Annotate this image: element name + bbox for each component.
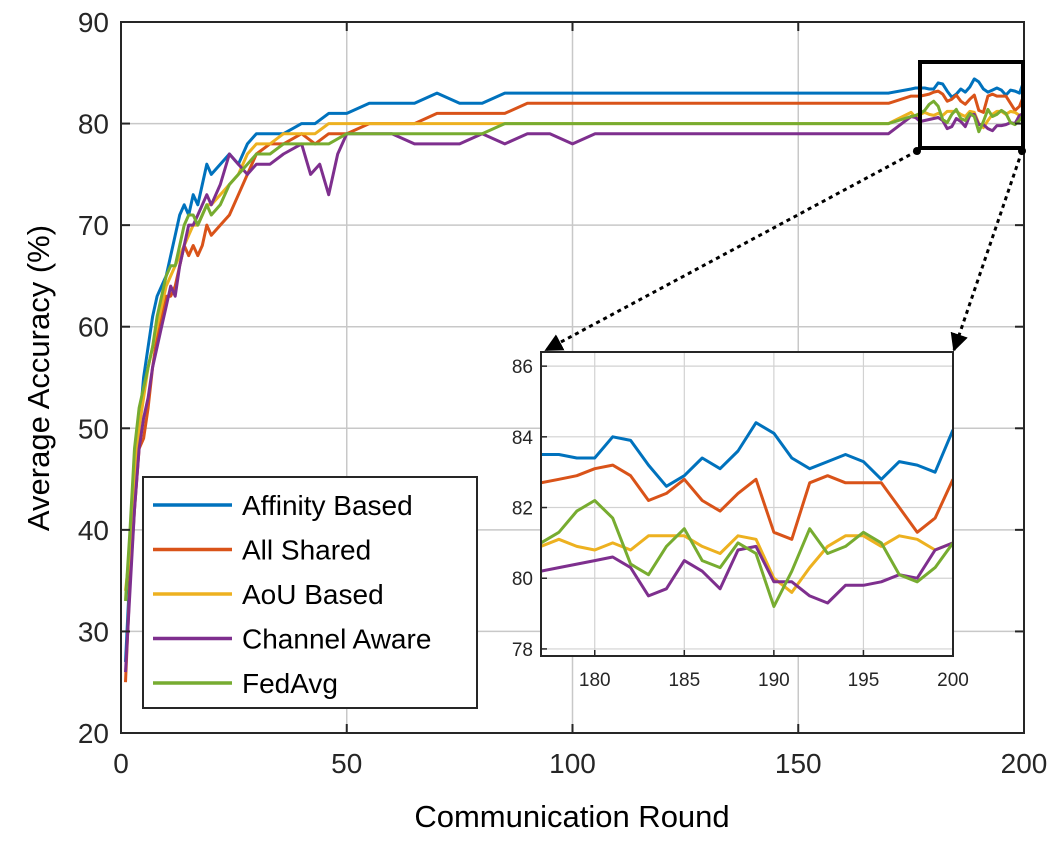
main-series: [124, 77, 1024, 683]
x-tick-label: 0: [113, 748, 129, 779]
x-tick-label: 200: [1001, 748, 1048, 779]
legend-label-affinity-based: Affinity Based: [242, 490, 413, 521]
legend-label-aou-based: AoU Based: [242, 579, 384, 610]
zoom-connector-left: [544, 149, 918, 352]
legend-label-all-shared: All Shared: [242, 535, 371, 566]
y-axis-label: Average Accuracy (%): [21, 225, 56, 531]
inset-x-tick-label: 190: [758, 670, 790, 691]
legend-label-channel-aware: Channel Aware: [242, 624, 431, 655]
inset-y-tick-label: 78: [512, 640, 533, 661]
x-tick-label: 100: [549, 748, 596, 779]
legend: Affinity Based All Shared AoU Based Channel…: [142, 476, 478, 709]
y-tick-label: 30: [78, 616, 109, 647]
zoom-connector-right: [950, 150, 1024, 352]
series-line-fedavg: [124, 99, 1024, 602]
legend-box: [142, 476, 478, 709]
inset-y-tick-label: 80: [512, 569, 533, 590]
main-ticks: 0 50 100 150 200 20 30 40 50 60 70 80 90: [78, 7, 1048, 779]
inset-series-line-aou-based: [541, 534, 953, 594]
inset-ticks: 180 185 190 195 200 78 80 82 84 86: [512, 357, 969, 691]
inset-background: [541, 352, 953, 656]
inset-y-tick-label: 82: [512, 499, 533, 520]
y-tick-label: 60: [78, 312, 109, 343]
zoom-region-box: [918, 60, 1025, 150]
series-line-all-shared: [124, 89, 1024, 683]
y-tick-label: 70: [78, 210, 109, 241]
inset-x-tick-label: 180: [579, 670, 611, 691]
inset-series: [541, 421, 953, 608]
inset-frame: [540, 351, 954, 657]
inset-series-line-fedavg: [541, 499, 953, 608]
inset-y-tick-label: 84: [512, 428, 534, 449]
inset-series-line-all-shared: [541, 463, 953, 541]
inset-x-tick-label: 195: [848, 670, 880, 691]
x-tick-label: 150: [775, 748, 822, 779]
y-tick-label: 90: [78, 7, 109, 38]
y-tick-label: 40: [78, 515, 109, 546]
legend-label-fedavg: FedAvg: [242, 668, 338, 699]
inset-series-line-channel-aware: [541, 541, 953, 605]
inset-series-line-affinity-based: [541, 421, 953, 488]
inset-x-tick-label: 200: [937, 670, 969, 691]
series-line-channel-aware: [124, 112, 1024, 673]
series-line-affinity-based: [124, 77, 1024, 662]
inset-y-tick-label: 86: [512, 357, 533, 378]
x-tick-label: 50: [331, 748, 362, 779]
inset-x-tick-label: 185: [668, 670, 700, 691]
inset-grid: [541, 352, 953, 656]
x-axis-label: Communication Round: [414, 799, 729, 834]
y-tick-label: 20: [78, 718, 109, 749]
y-tick-label: 80: [78, 109, 109, 140]
y-tick-label: 50: [78, 413, 109, 444]
